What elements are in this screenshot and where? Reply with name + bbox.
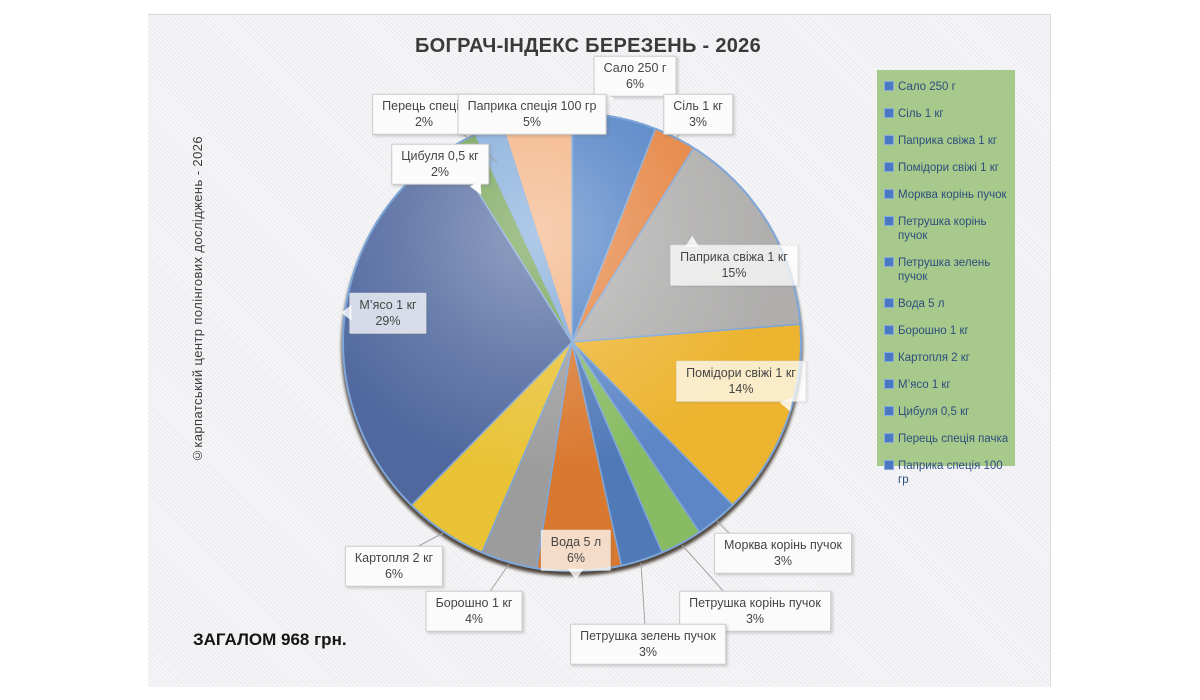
legend-item-label: Петрушка зелень пучок — [898, 257, 991, 283]
legend-marker-icon — [884, 298, 894, 308]
data-label-8: Борошно 1 кг 4% — [425, 590, 523, 632]
data-label-category: Петрушка корінь пучок — [689, 595, 821, 610]
data-label-percent: 5% — [522, 115, 542, 129]
data-label-percent: 2% — [430, 165, 450, 179]
legend-item-8[interactable]: Борошно 1 кг — [884, 324, 1011, 338]
legend-marker-icon — [884, 189, 894, 199]
label-leader-line-5 — [681, 544, 726, 594]
legend-item-4[interactable]: Морква корінь пучок — [884, 188, 1011, 202]
data-label-category: Перець спеція — [382, 98, 466, 113]
legend-item-label: Картопля 2 кг — [898, 352, 970, 364]
data-label-2: Паприка свіжа 1 кг 15% — [670, 235, 798, 286]
legend-item-10[interactable]: М’ясо 1 кг — [884, 378, 1011, 392]
data-label-13: Паприка спеція 100 гр 5% — [457, 93, 607, 135]
data-label-category: Картопля 2 кг — [354, 550, 434, 565]
legend-item-11[interactable]: Цибуля 0,5 кг — [884, 405, 1011, 419]
legend-item-label: Сіль 1 кг — [898, 108, 944, 120]
legend-item-5[interactable]: Петрушка корінь пучок — [884, 215, 1011, 243]
legend-item-label: Перець спеція пачка — [898, 433, 1009, 445]
data-label-percent: 29% — [375, 314, 401, 328]
legend-item-label: Паприка спеція 100 гр — [898, 460, 1003, 486]
label-leader-line-6 — [640, 562, 646, 627]
data-label-percent: 3% — [773, 554, 793, 568]
legend-item-1[interactable]: Сіль 1 кг — [884, 107, 1011, 121]
total-label: ЗАГАЛОМ 968 грн. — [193, 630, 347, 649]
data-label-4: Морква корінь пучок 3% — [714, 532, 852, 574]
callout-pointer — [341, 305, 352, 321]
data-label-percent: 3% — [745, 612, 765, 626]
legend-item-7[interactable]: Вода 5 л — [884, 297, 1011, 311]
data-label-7: Вода 5 л 6% — [540, 529, 612, 580]
legend-item-12[interactable]: Перець спеція пачка — [884, 432, 1011, 446]
data-label-category: Паприка свіжа 1 кг — [680, 249, 788, 264]
legend-item-3[interactable]: Помідори свіжі 1 кг — [884, 161, 1011, 175]
legend-item-label: Помідори свіжі 1 кг — [898, 162, 999, 174]
data-label-percent: 14% — [728, 382, 754, 396]
data-label-percent: 6% — [384, 567, 404, 581]
legend-marker-icon — [884, 460, 894, 470]
data-label-percent: 4% — [464, 612, 484, 626]
legend-item-9[interactable]: Картопля 2 кг — [884, 351, 1011, 365]
legend-item-label: М’ясо 1 кг — [898, 379, 951, 391]
data-label-category: Борошно 1 кг — [435, 595, 513, 610]
data-label-1: Сіль 1 кг 3% — [663, 93, 733, 135]
legend-marker-icon — [884, 433, 894, 443]
chart-title: БОГРАЧ-ІНДЕКС БЕРЕЗЕНЬ - 2026 — [414, 35, 762, 57]
legend-item-2[interactable]: Паприка свіжа 1 кг — [884, 134, 1011, 148]
label-leader-line-8 — [488, 563, 510, 594]
data-label-11: Цибуля 0,5 кг 2% — [391, 143, 489, 198]
data-label-percent: 15% — [721, 266, 747, 280]
legend-marker-icon — [884, 162, 894, 172]
legend-item-0[interactable]: Сало 250 г — [884, 80, 1011, 94]
legend-item-label: Паприка свіжа 1 кг — [898, 135, 998, 147]
data-label-percent: 6% — [625, 77, 645, 91]
legend: Сало 250 г Сіль 1 кг Паприка свіжа 1 кг Пом… — [877, 70, 1015, 486]
data-label-category: Цибуля 0,5 кг — [401, 148, 479, 163]
data-label-category: Помідори свіжі 1 кг — [686, 365, 796, 380]
watermark-vertical-text: ©карпатський центр полінгових досліджень… — [190, 136, 205, 463]
legend-item-label: Сало 250 г — [898, 81, 956, 93]
data-label-percent: 6% — [566, 551, 586, 565]
data-label-category: Морква корінь пучок — [724, 537, 842, 552]
legend-marker-icon — [884, 257, 894, 267]
legend-item-label: Петрушка корінь пучок — [898, 216, 987, 242]
legend-marker-icon — [884, 135, 894, 145]
legend-item-label: Цибуля 0,5 кг — [898, 406, 970, 418]
data-label-category: М’ясо 1 кг — [359, 297, 417, 312]
data-label-category: Сало 250 г — [603, 60, 667, 75]
legend-marker-icon — [884, 325, 894, 335]
data-label-percent: 3% — [688, 115, 708, 129]
data-label-category: Паприка спеція 100 гр — [467, 98, 597, 113]
callout-pointer — [685, 235, 700, 247]
legend-marker-icon — [884, 108, 894, 118]
data-label-3: Помідори свіжі 1 кг 14% — [676, 360, 806, 414]
legend-item-13[interactable]: Паприка спеція 100 гр — [884, 459, 1011, 487]
legend-marker-icon — [884, 81, 894, 91]
legend-item-label: Вода 5 л — [898, 298, 945, 310]
data-label-5: Петрушка корінь пучок 3% — [679, 590, 831, 632]
legend-item-label: Морква корінь пучок — [898, 189, 1007, 201]
data-label-10: М’ясо 1 кг 29% — [341, 292, 427, 334]
data-label-category: Вода 5 л — [550, 534, 602, 549]
callout-pointer — [567, 568, 584, 580]
data-label-percent: 3% — [638, 645, 658, 659]
data-label-9: Картопля 2 кг 6% — [344, 545, 444, 587]
data-label-category: Сіль 1 кг — [673, 98, 723, 113]
data-label-percent: 2% — [414, 115, 434, 129]
data-label-0: Сало 250 г 6% — [593, 55, 677, 110]
legend-marker-icon — [884, 216, 894, 226]
legend-marker-icon — [884, 352, 894, 362]
legend-marker-icon — [884, 379, 894, 389]
chart-area: Сало 250 г 6% Сіль 1 кг 3% Паприка свіжа 1… — [148, 14, 1051, 687]
legend-marker-icon — [884, 406, 894, 416]
label-leader-line-9 — [414, 532, 444, 549]
data-label-6: Петрушка зелень пучок 3% — [570, 623, 726, 665]
legend-item-label: Борошно 1 кг — [898, 325, 969, 337]
legend-item-6[interactable]: Петрушка зелень пучок — [884, 256, 1011, 284]
data-label-category: Петрушка зелень пучок — [580, 628, 716, 643]
